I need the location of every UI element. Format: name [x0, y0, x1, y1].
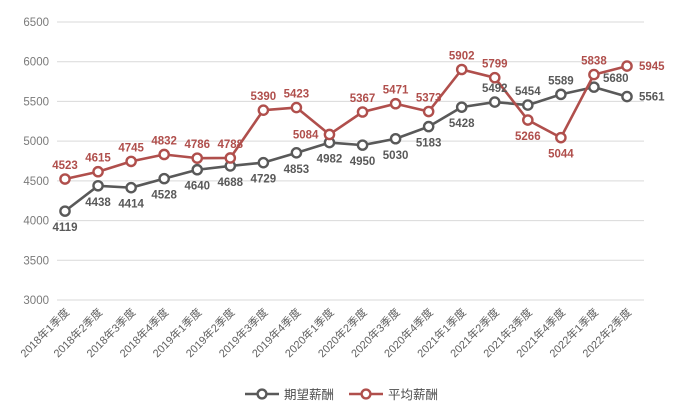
- average-salary-marker: [125, 155, 137, 168]
- expected-salary-marker: [59, 205, 71, 217]
- average-salary-value-label: 5390: [251, 91, 277, 103]
- average-salary-line-marker-icon: [348, 387, 384, 400]
- expected-salary-marker: [422, 120, 435, 133]
- expected-salary-value-label: 4688: [217, 177, 243, 189]
- expected-salary-value-label: 4982: [317, 154, 343, 166]
- expected-salary-value-label: 5030: [383, 150, 409, 162]
- expected-salary-value-label: 5561: [639, 92, 665, 104]
- average-salary-value-label: 5902: [449, 50, 475, 62]
- average-salary-marker: [356, 106, 369, 118]
- expected-salary-marker: [488, 96, 501, 108]
- average-salary-marker: [224, 152, 237, 164]
- y-axis-tick-label: 5500: [23, 96, 49, 108]
- y-axis-tick-label: 6500: [23, 17, 49, 29]
- y-axis-tick-label: 3000: [23, 295, 49, 307]
- expected-salary-value-label: 4119: [53, 222, 78, 234]
- expected-salary-marker: [92, 179, 104, 192]
- expected-salary-value-label: 5492: [482, 83, 508, 95]
- average-salary-marker: [59, 173, 71, 185]
- y-axis-tick-label: 4000: [23, 216, 49, 228]
- average-salary-value-label: 5799: [482, 59, 508, 71]
- legend-label-average-salary: 平均薪酬: [388, 388, 439, 402]
- average-salary-marker: [488, 71, 501, 84]
- expected-salary-value-label: 5428: [449, 118, 475, 130]
- expected-salary-marker: [191, 163, 204, 176]
- average-salary-marker: [455, 63, 468, 76]
- legend-item-expected-salary: 期望薪酬: [244, 384, 334, 403]
- expected-salary-value-label: 4950: [350, 156, 376, 168]
- expected-salary-marker: [621, 90, 633, 103]
- expected-salary-value-label: 4438: [85, 197, 111, 209]
- expected-salary-value-label: 5680: [603, 73, 629, 85]
- average-salary-value-label: 5471: [383, 85, 409, 97]
- expected-salary-value-label: 5183: [416, 138, 442, 150]
- expected-salary-line-marker-icon: [244, 387, 280, 400]
- legend-item-average-salary: 平均薪酬: [348, 384, 438, 403]
- average-salary-marker: [290, 101, 303, 114]
- expected-salary-marker: [522, 99, 534, 111]
- average-salary-value-label: 5423: [284, 89, 310, 101]
- expected-salary-marker: [389, 132, 402, 145]
- average-salary-value-label: 5367: [350, 93, 376, 105]
- expected-salary-value-label: 4640: [184, 181, 210, 193]
- average-salary-marker: [588, 68, 600, 81]
- expected-salary-value-label: 4853: [284, 164, 310, 176]
- legend-label-expected-salary: 期望薪酬: [283, 388, 334, 402]
- average-salary-value-label: 5373: [416, 93, 442, 105]
- average-salary-value-label: 4788: [217, 139, 243, 151]
- average-salary-value-label: 4786: [184, 139, 210, 151]
- average-salary-marker: [621, 60, 633, 72]
- average-salary-marker: [422, 105, 435, 118]
- y-axis-tick-label: 3500: [23, 255, 49, 267]
- expected-salary-marker: [555, 88, 567, 101]
- expected-salary-marker: [125, 181, 137, 194]
- expected-salary-value-label: 5589: [548, 75, 574, 87]
- y-axis-tick-label: 6000: [23, 57, 49, 69]
- expected-salary-marker: [158, 172, 170, 185]
- average-salary-value-label: 5838: [581, 56, 607, 68]
- expected-salary-marker: [588, 81, 600, 93]
- average-salary-marker: [92, 165, 104, 178]
- expected-salary-marker: [290, 147, 303, 159]
- chart-legend: 期望薪酬 平均薪酬: [0, 384, 682, 403]
- average-salary-marker: [257, 104, 270, 116]
- average-salary-value-label: 4745: [118, 142, 144, 154]
- average-salary-marker: [522, 114, 534, 126]
- average-salary-marker: [158, 148, 170, 161]
- average-salary-value-label: 5044: [548, 149, 574, 161]
- average-salary-marker: [191, 152, 204, 164]
- expected-salary-marker: [455, 101, 468, 113]
- average-salary-value-label: 4615: [85, 153, 111, 165]
- average-salary-value-label: 5266: [515, 131, 541, 143]
- average-salary-value-label: 4523: [52, 160, 78, 172]
- average-salary-value-label: 4832: [151, 135, 177, 147]
- average-salary-marker: [555, 131, 567, 144]
- average-salary-value-label: 5084: [293, 129, 319, 141]
- expected-salary-value-label: 5454: [515, 86, 541, 98]
- expected-salary-value-label: 4729: [251, 174, 277, 186]
- expected-salary-value-label: 4414: [118, 199, 144, 211]
- average-salary-marker: [389, 97, 402, 110]
- expected-salary-marker: [356, 139, 369, 151]
- expected-salary-marker: [257, 156, 270, 169]
- expected-salary-value-label: 4528: [151, 190, 177, 202]
- y-axis-tick-label: 5000: [23, 136, 49, 148]
- average-salary-line: [64, 64, 628, 181]
- y-axis-tick-label: 4500: [23, 176, 49, 188]
- expected-salary-line: [64, 85, 628, 213]
- average-salary-marker: [323, 128, 336, 141]
- average-salary-value-label: 5945: [639, 61, 665, 73]
